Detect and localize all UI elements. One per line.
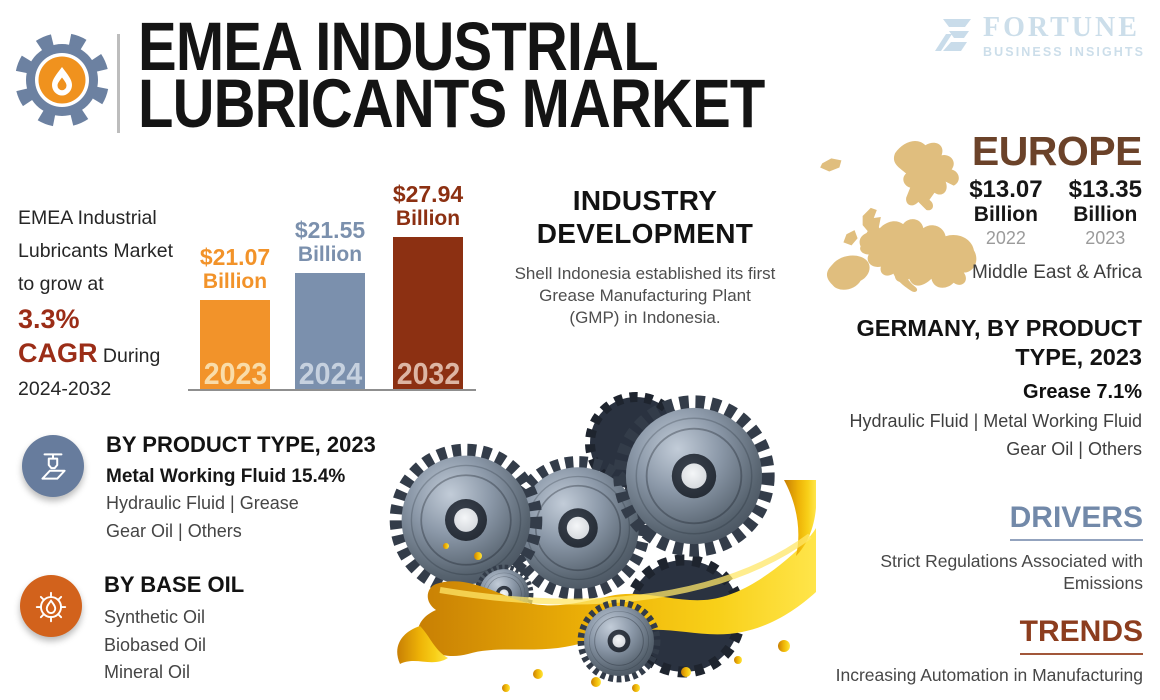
- growth-note: EMEA Industrial Lubricants Market to gro…: [18, 202, 203, 406]
- base-oil-item: Mineral Oil: [104, 662, 191, 682]
- europe-stat-2023: $13.35 Billion 2023: [1069, 176, 1142, 250]
- page-title-line2: LUBRICANTS MARKET: [138, 65, 765, 142]
- germany-row: Hydraulic Fluid | Metal Working Fluid: [849, 411, 1142, 431]
- stat-value: $13.35: [1068, 176, 1142, 203]
- europe-heading: EUROPE: [971, 128, 1143, 174]
- bar-year-label: 2023: [203, 356, 267, 391]
- by-product-type-heading: BY PRODUCT TYPE, 2023: [106, 432, 376, 457]
- stat-year: 2023: [1085, 228, 1126, 248]
- page-title: EMEA INDUSTRIAL LUBRICANTS MARKET: [138, 8, 765, 142]
- cagr-value: 3.3%: [18, 304, 80, 334]
- trends-heading: TRENDS: [1019, 616, 1143, 655]
- industry-title-line2: DEVELOPMENT: [536, 218, 754, 249]
- drivers-section: DRIVERS Strict Regulations Associated wi…: [873, 502, 1143, 594]
- by-base-oil-text: BY BASE OIL Synthetic Oil Biobased Oil M…: [104, 571, 244, 687]
- fortune-logo-text: FORTUNE BUSINESS INSIGHTS: [983, 12, 1146, 60]
- bar-value-label-2024: $21.55 Billion: [268, 217, 392, 267]
- europe-section: EUROPE $13.07 Billion 2022 $13.35 Billio…: [969, 129, 1142, 284]
- bar-year-label: 2024: [298, 356, 362, 391]
- header-divider: [117, 34, 120, 133]
- gear-oil-drop-icon: [20, 575, 82, 637]
- growth-line: to grow at: [18, 273, 104, 295]
- germany-heading: GERMANY, BY PRODUCT TYPE, 2023: [856, 315, 1142, 370]
- growth-line: Lubricants Market: [18, 240, 173, 262]
- bar-value: $27.94: [392, 181, 464, 207]
- stat-unit: Billion: [1073, 203, 1138, 226]
- growth-line: EMEA Industrial: [18, 207, 157, 229]
- drivers-body: Strict Regulations Associated with Emiss…: [880, 551, 1143, 593]
- industry-development-body: Shell Indonesia established its first Gr…: [514, 264, 776, 327]
- bar-unit: Billion: [395, 207, 461, 230]
- by-product-type-text: BY PRODUCT TYPE, 2023 Metal Working Flui…: [106, 431, 376, 545]
- logo-name: FORTUNE: [983, 12, 1140, 43]
- by-base-oil-heading: BY BASE OIL: [104, 572, 245, 597]
- cagr-during: During: [102, 345, 161, 367]
- cagr-line: CAGR During: [18, 337, 203, 373]
- industry-development-title: INDUSTRY DEVELOPMENT: [503, 184, 787, 250]
- bar-2032: 2032: [393, 237, 463, 389]
- bar-value: $21.55: [294, 217, 366, 243]
- europe-map: [820, 140, 977, 292]
- by-product-type-highlight: Metal Working Fluid 15.4%: [106, 466, 346, 487]
- stat-unit: Billion: [973, 203, 1038, 226]
- bar-value: $21.07: [199, 244, 271, 270]
- lubricant-gear-icon: [15, 33, 109, 127]
- germany-highlight: Grease 7.1%: [1023, 381, 1142, 403]
- logo-tagline: BUSINESS INSIGHTS: [983, 45, 1146, 59]
- stat-value: $13.07: [969, 176, 1043, 203]
- stat-year: 2022: [985, 228, 1026, 248]
- bar-2024: 2024: [295, 273, 365, 389]
- cagr-label: CAGR: [18, 338, 98, 368]
- base-oil-item: Biobased Oil: [104, 634, 207, 655]
- by-product-type-section: BY PRODUCT TYPE, 2023 Metal Working Flui…: [22, 431, 402, 551]
- by-product-type-row: Gear Oil | Others: [106, 521, 242, 541]
- chart-baseline: [188, 389, 476, 391]
- industry-development-section: INDUSTRY DEVELOPMENT Shell Indonesia est…: [503, 184, 787, 329]
- trends-body: Increasing Automation in Manufacturing: [835, 665, 1143, 685]
- bar-2023: 2023: [200, 300, 270, 389]
- bar-unit: Billion: [202, 270, 268, 293]
- metal-working-machine-icon: [22, 435, 84, 497]
- bar-year-label: 2032: [396, 356, 460, 391]
- by-product-type-row: Hydraulic Fluid | Grease: [106, 493, 299, 513]
- drivers-heading: DRIVERS: [1009, 502, 1143, 541]
- subregion-label: Middle East & Africa: [971, 262, 1142, 283]
- bar-value-label-2032: $27.94 Billion: [366, 181, 490, 231]
- germany-row: Gear Oil | Others: [1006, 439, 1142, 459]
- gears-oil-image: [386, 392, 816, 692]
- market-size-bar-chart: $21.07 Billion $21.55 Billion $27.94 Bil…: [188, 181, 476, 391]
- europe-stat-2022: $13.07 Billion 2022: [969, 176, 1042, 250]
- europe-stats: $13.07 Billion 2022 $13.35 Billion 2023: [969, 176, 1142, 250]
- bar-value-label-2023: $21.07 Billion: [173, 244, 297, 294]
- base-oil-item: Synthetic Oil: [104, 607, 206, 627]
- by-base-oil-section: BY BASE OIL Synthetic Oil Biobased Oil M…: [20, 571, 400, 696]
- industry-title-line1: INDUSTRY: [572, 185, 718, 216]
- trends-section: TRENDS Increasing Automation in Manufact…: [753, 616, 1143, 686]
- bar-unit: Billion: [297, 243, 363, 266]
- fortune-business-insights-logo: FORTUNE BUSINESS INSIGHTS: [930, 14, 1145, 60]
- page-title-line1: EMEA INDUSTRIAL: [138, 8, 659, 85]
- cagr-period: 2024-2032: [18, 378, 112, 400]
- fortune-logo-icon: [935, 19, 971, 51]
- germany-section: GERMANY, BY PRODUCT TYPE, 2023 Grease 7.…: [797, 314, 1142, 463]
